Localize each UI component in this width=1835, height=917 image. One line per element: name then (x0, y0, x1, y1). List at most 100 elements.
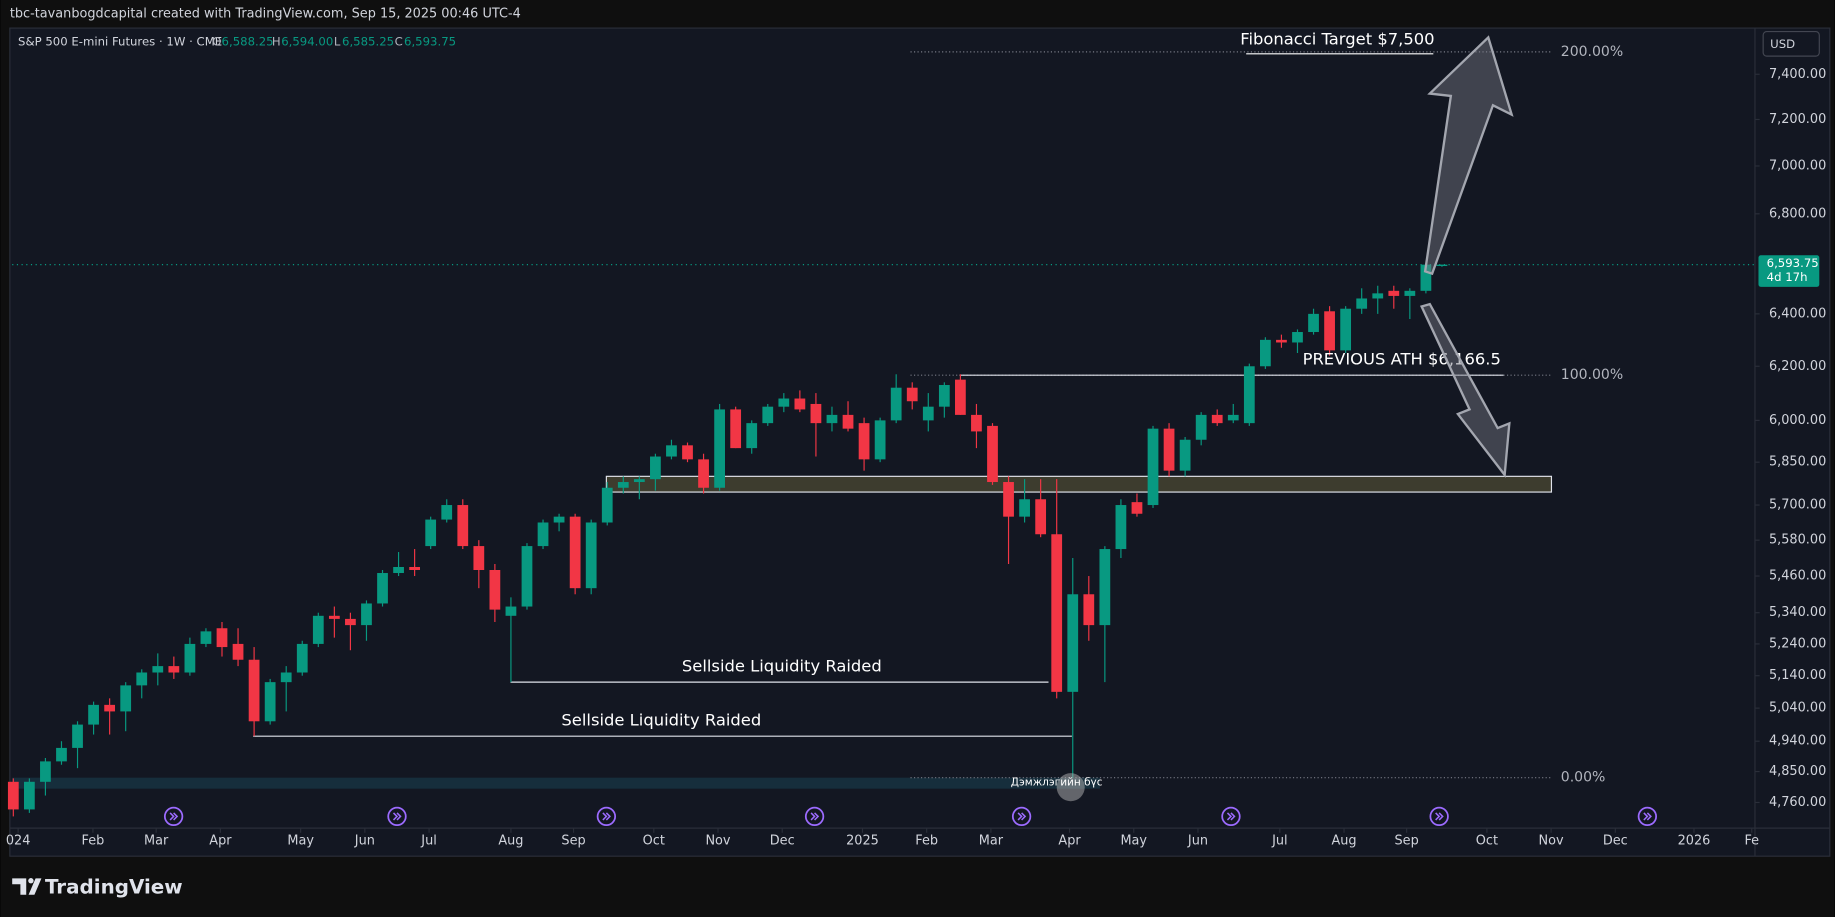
currency-button[interactable] (1762, 30, 1820, 57)
chart-panel (9, 27, 1831, 857)
candle-body (1276, 339, 1287, 343)
x-tick-label: Nov (705, 833, 730, 848)
candle-body (168, 666, 180, 673)
candle-body (1324, 311, 1335, 351)
logo-icon (12, 878, 42, 895)
candle-body (778, 398, 790, 407)
candle-body (617, 482, 629, 488)
candle-body (1035, 499, 1047, 535)
legend-prefix: H (272, 35, 281, 49)
x-tick-label: Aug (498, 833, 523, 848)
y-tick-label: 4,850.00 (1769, 764, 1826, 779)
x-tick-label: May (287, 833, 314, 848)
last-price-label: 6,593.75 (1767, 256, 1819, 270)
candle-body (40, 761, 51, 782)
candle-body (746, 423, 758, 449)
y-tick-label: 5,340.00 (1769, 605, 1826, 620)
y-tick-label: 6,800.00 (1769, 206, 1826, 221)
event-icon-arrow (602, 812, 611, 821)
candle-body (601, 487, 613, 523)
y-tick-label: 5,580.00 (1769, 533, 1826, 548)
x-tick-label: Apr (1058, 833, 1081, 848)
candle-body (1388, 290, 1400, 296)
candle-body (1211, 414, 1223, 424)
logo-dot (28, 878, 34, 884)
event-icon-arrow (392, 812, 402, 821)
down-arrow (1419, 302, 1511, 478)
candle-body (23, 781, 35, 810)
candle-body (72, 724, 83, 748)
candle-body (457, 505, 469, 547)
y-tick-label: 5,700.00 (1769, 498, 1826, 513)
y-tick-label: 4,760.00 (1769, 795, 1826, 810)
x-tick-label: Feb (82, 833, 105, 848)
candle-body (1195, 414, 1207, 440)
y-tick-label: 5,140.00 (1769, 668, 1826, 683)
legend-prefix: L (334, 35, 341, 49)
candle-body (1163, 428, 1175, 471)
candle-body (7, 781, 19, 810)
support-marker (1056, 773, 1085, 802)
resistance-zone (605, 475, 1553, 493)
candle-body (987, 425, 998, 483)
y-tick-label: 5,240.00 (1769, 636, 1826, 651)
legend-prefix: O (212, 35, 221, 49)
candle-body (1420, 264, 1432, 291)
candle-body (698, 459, 709, 488)
candle-body (184, 643, 196, 673)
candle-body (280, 672, 292, 683)
candle-body (1051, 534, 1063, 692)
x-tick-label: Jul (1271, 833, 1288, 848)
event-icon-arrow (1226, 812, 1236, 821)
candle-body (505, 606, 517, 616)
candle-body (1067, 594, 1079, 692)
candle-body (489, 569, 501, 610)
candle-body (1340, 308, 1352, 351)
x-tick-label: Aug (1331, 833, 1356, 848)
x-tick-label: 2026 (1678, 833, 1711, 848)
candle-body (1356, 298, 1368, 309)
fib-label: 100.00% (1561, 367, 1623, 383)
fib-label: 0.00% (1561, 770, 1606, 786)
candle-body (312, 615, 324, 644)
event-icon-arrow (169, 812, 179, 821)
candle-body (328, 615, 340, 619)
fib-target-label: Fibonacci Target $7,500 (1240, 29, 1434, 48)
candle-body (441, 505, 453, 520)
x-tick-label: 2025 (846, 833, 879, 848)
candle-body (1147, 428, 1159, 506)
candle-body (1227, 414, 1239, 421)
candle-body (521, 546, 533, 607)
candle-body (152, 666, 164, 673)
candle-body (88, 704, 99, 725)
x-tick-label: Fe (1744, 833, 1759, 848)
candle-body (1099, 549, 1111, 626)
x-tick-label: Apr (209, 833, 232, 848)
up-arrow (1423, 35, 1514, 276)
y-tick-label: 5,460.00 (1769, 569, 1826, 584)
liquidity-label: Sellside Liquidity Raided (561, 711, 761, 730)
y-tick-label: 7,000.00 (1769, 158, 1826, 173)
candle-body (200, 631, 212, 644)
event-icon (804, 806, 825, 827)
candle-body (248, 659, 260, 722)
candle-body (1083, 594, 1095, 626)
x-tick-label: Sep (561, 833, 585, 848)
candle-body (1179, 439, 1191, 471)
candle-body (1003, 482, 1014, 517)
event-icon-arrow (1017, 812, 1027, 821)
candle-body (730, 409, 742, 449)
x-tick-label: Oct (1476, 833, 1498, 848)
candle-body (553, 516, 565, 523)
candle-body (858, 423, 870, 460)
candle-body (906, 387, 918, 402)
legend-value: 6,585.25 (342, 35, 394, 49)
candle-body (890, 387, 902, 421)
currency[interactable]: USD (1770, 37, 1795, 51)
candle-body (971, 414, 982, 432)
x-tick-label: Oct (643, 833, 665, 848)
candle-body (296, 643, 308, 673)
event-icon (1637, 806, 1658, 827)
